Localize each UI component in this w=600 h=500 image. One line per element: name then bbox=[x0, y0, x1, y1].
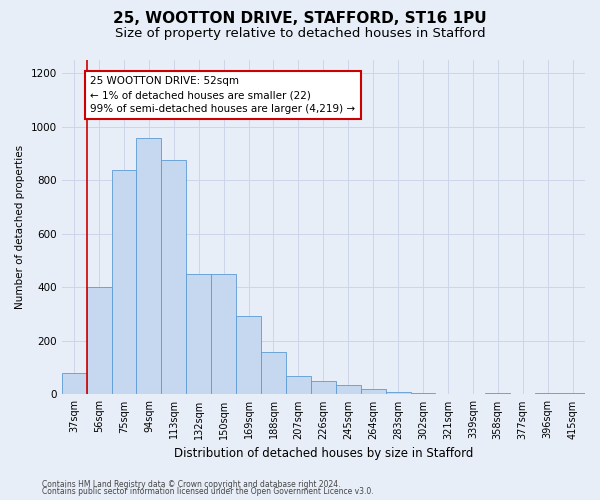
Text: Size of property relative to detached houses in Stafford: Size of property relative to detached ho… bbox=[115, 28, 485, 40]
Bar bbox=[535, 393, 560, 394]
Bar bbox=[286, 376, 311, 394]
Bar bbox=[211, 274, 236, 394]
Bar bbox=[86, 288, 112, 395]
X-axis label: Distribution of detached houses by size in Stafford: Distribution of detached houses by size … bbox=[173, 447, 473, 460]
Text: 25 WOOTTON DRIVE: 52sqm
← 1% of detached houses are smaller (22)
99% of semi-det: 25 WOOTTON DRIVE: 52sqm ← 1% of detached… bbox=[91, 76, 355, 114]
Bar bbox=[136, 138, 161, 394]
Bar bbox=[236, 316, 261, 394]
Text: 25, WOOTTON DRIVE, STAFFORD, ST16 1PU: 25, WOOTTON DRIVE, STAFFORD, ST16 1PU bbox=[113, 11, 487, 26]
Bar bbox=[485, 393, 510, 394]
Bar bbox=[112, 170, 136, 394]
Bar bbox=[62, 373, 86, 394]
Bar bbox=[361, 389, 386, 394]
Bar bbox=[386, 392, 410, 394]
Bar bbox=[311, 381, 336, 394]
Text: Contains HM Land Registry data © Crown copyright and database right 2024.: Contains HM Land Registry data © Crown c… bbox=[42, 480, 341, 489]
Bar bbox=[560, 393, 585, 394]
Y-axis label: Number of detached properties: Number of detached properties bbox=[15, 145, 25, 310]
Bar bbox=[261, 352, 286, 395]
Text: Contains public sector information licensed under the Open Government Licence v3: Contains public sector information licen… bbox=[42, 488, 374, 496]
Bar bbox=[161, 160, 186, 394]
Bar bbox=[336, 385, 361, 394]
Bar bbox=[186, 274, 211, 394]
Bar bbox=[410, 393, 436, 394]
